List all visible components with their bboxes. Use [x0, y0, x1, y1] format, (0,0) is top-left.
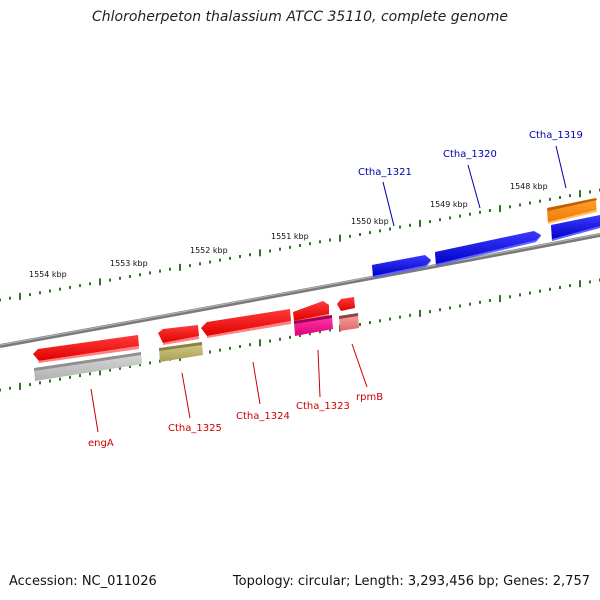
ruler-label-1554: 1554 kbp — [29, 270, 67, 279]
gene-ctha-1319[interactable] — [551, 215, 600, 241]
label-ctha-1323[interactable]: Ctha_1323 — [296, 401, 350, 412]
leader-ctha-1323 — [317, 349, 321, 398]
ruler-label-1549: 1549 kbp — [430, 200, 468, 209]
gene-ctha-1325-olive-feature[interactable] — [159, 342, 203, 362]
genome-backbone-highlight — [0, 233, 600, 346]
ruler-label-1548: 1548 kbp — [510, 182, 548, 191]
genome-backbone — [0, 233, 600, 348]
leader-enga — [90, 388, 99, 433]
label-ctha-1324[interactable]: Ctha_1324 — [236, 411, 290, 422]
leader-rpmb — [351, 343, 368, 388]
ruler-ticks-top — [0, 188, 600, 302]
gene-ctha-1323-pink-feature[interactable] — [294, 315, 333, 336]
gene-ctha-1325[interactable] — [158, 325, 199, 345]
ruler-label-1550: 1550 kbp — [351, 217, 389, 226]
ruler-label-1553: 1553 kbp — [110, 259, 148, 268]
label-ctha-1320[interactable]: Ctha_1320 — [443, 149, 497, 160]
gene-ctha-1321[interactable] — [372, 255, 431, 278]
label-enga[interactable]: engA — [88, 438, 114, 449]
leader-ctha-1321 — [382, 181, 395, 227]
leader-ctha-1319 — [555, 145, 567, 189]
gene-orange-feature[interactable] — [547, 198, 597, 224]
gene-rpmb[interactable] — [337, 297, 355, 311]
leader-ctha-1325 — [181, 372, 191, 419]
gene-enga-gray-feature[interactable] — [34, 352, 142, 381]
gene-enga[interactable] — [33, 335, 139, 363]
leader-ctha-1320 — [467, 164, 481, 209]
label-ctha-1321[interactable]: Ctha_1321 — [358, 167, 412, 178]
gene-ctha-1324[interactable] — [201, 309, 291, 338]
topology-text: Topology: circular; Length: 3,293,456 bp… — [232, 574, 590, 589]
label-rpmb[interactable]: rpmB — [356, 392, 383, 403]
label-ctha-1319[interactable]: Ctha_1319 — [529, 130, 583, 141]
gene-ctha-1320[interactable] — [435, 231, 541, 266]
leader-ctha-1324 — [252, 361, 261, 405]
ruler-label-1552: 1552 kbp — [190, 246, 228, 255]
map-title: Chloroherpeton thalassium ATCC 35110, co… — [92, 9, 508, 25]
gene-rpmb-light-red-feature[interactable] — [339, 313, 359, 331]
accession-text: Accession: NC_011026 — [9, 574, 157, 589]
label-ctha-1325[interactable]: Ctha_1325 — [168, 423, 222, 434]
ruler-label-1551: 1551 kbp — [271, 232, 309, 241]
